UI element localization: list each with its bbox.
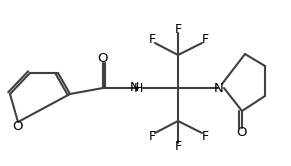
Text: N: N xyxy=(214,82,224,94)
Text: F: F xyxy=(148,33,156,45)
Text: F: F xyxy=(148,130,156,143)
Text: F: F xyxy=(174,23,182,36)
Text: N: N xyxy=(129,81,139,93)
Text: O: O xyxy=(237,125,247,138)
Text: F: F xyxy=(174,140,182,154)
Text: F: F xyxy=(201,130,209,143)
Text: H: H xyxy=(133,82,143,94)
Text: O: O xyxy=(12,120,22,132)
Text: F: F xyxy=(201,33,209,45)
Text: O: O xyxy=(98,51,108,65)
